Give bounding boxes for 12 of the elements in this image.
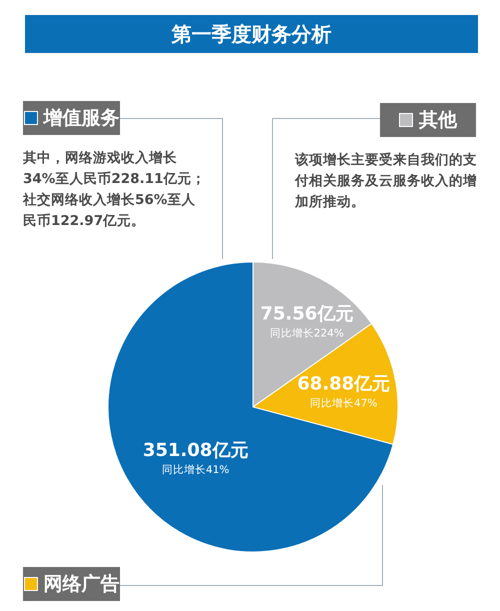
text: 该项增长主要受来自我们的支付相关服务及云服务收入的增加所推动。 [295,151,478,212]
chart-title: 第一季度财务分析 [25,15,478,53]
legend-label: 其他 [380,103,476,137]
text: 其中，网络游戏收入增长34%至人民币228.11亿元；社交网络收入增长56%至人民币122.97亿元。 [23,149,206,231]
legend-label: 增值服务 [23,101,120,135]
legend-label: 网络广告 [23,567,120,601]
data-label: 68.88亿元 [297,374,390,395]
text: 同比增长47% [310,396,378,410]
text: 同比增长224% [270,326,344,340]
text: 同比增长41% [162,462,230,476]
data-label: 351.08亿元 [142,440,248,461]
data-label: 75.56亿元 [260,304,354,325]
